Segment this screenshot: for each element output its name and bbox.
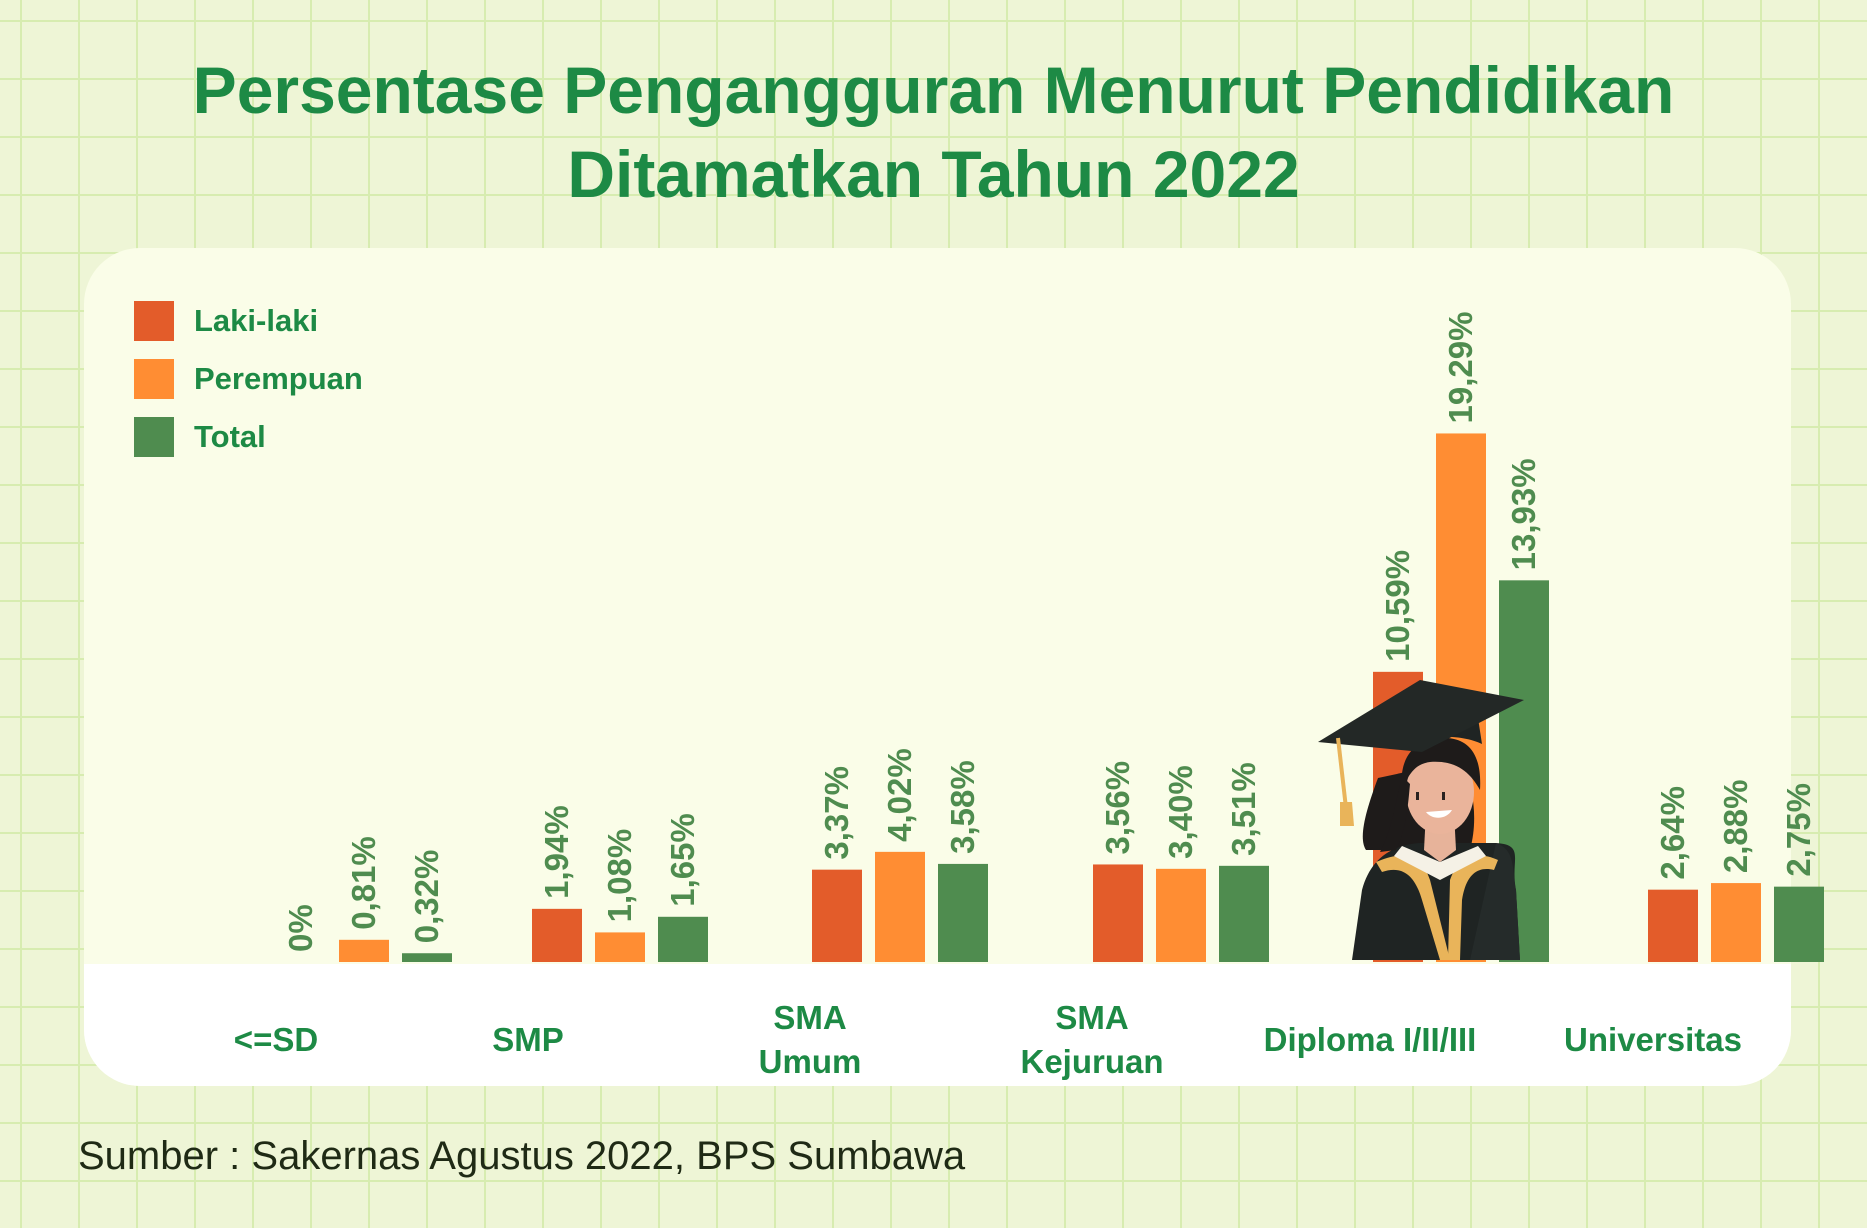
category-label-universitas-line1: Universitas	[1564, 1021, 1742, 1058]
legend-label-total: Total	[194, 419, 266, 454]
data-label-sma-umum-total: 3,58%	[944, 760, 981, 854]
bar-universitas-perempuan	[1711, 883, 1761, 962]
bar-sma-umum-laki-laki	[812, 869, 862, 962]
bar-smp-total	[658, 916, 708, 962]
chart-title-line1: Persentase Pengangguran Menurut Pendidik…	[192, 53, 1675, 127]
source-note: Sumber : Sakernas Agustus 2022, BPS Sumb…	[78, 1134, 966, 1178]
bar-sd-total	[402, 953, 452, 962]
legend-swatch-total	[134, 417, 174, 457]
data-label-diploma-laki-laki: 10,59%	[1379, 550, 1416, 662]
data-label-universitas-laki-laki: 2,64%	[1654, 786, 1691, 880]
category-label-sma-kejuruan-line2: Kejuruan	[1020, 1043, 1164, 1080]
data-label-sma-kejuruan-laki-laki: 3,56%	[1099, 761, 1136, 855]
data-label-smp-total: 1,65%	[664, 813, 701, 907]
legend-item-total: Total	[134, 408, 363, 466]
bar-sma-kejuruan-perempuan	[1156, 868, 1206, 962]
bar-sma-umum-total	[938, 863, 988, 962]
data-label-sma-umum-laki-laki: 3,37%	[818, 766, 855, 860]
category-label-smp-line1: SMP	[492, 1021, 564, 1058]
data-label-smp-laki-laki: 1,94%	[538, 805, 575, 899]
data-label-sd-total: 0,32%	[408, 850, 445, 944]
data-label-universitas-total: 2,75%	[1780, 783, 1817, 877]
category-label-universitas: Universitas	[1513, 990, 1793, 1090]
chart-title: Persentase Pengangguran Menurut Pendidik…	[0, 48, 1867, 216]
graduate-icon	[1318, 680, 1524, 960]
bar-universitas-total	[1774, 886, 1824, 962]
bar-smp-perempuan	[595, 932, 645, 962]
category-label-sma-umum-line1: SMA	[773, 999, 847, 1036]
bar-sd-perempuan	[339, 939, 389, 962]
category-label-sma-umum-line2: Umum	[758, 1043, 862, 1080]
category-label-diploma-line1: Diploma I/II/III	[1263, 1021, 1477, 1058]
bar-smp-laki-laki	[532, 908, 582, 962]
bar-sma-umum-perempuan	[875, 851, 925, 962]
category-label-sma-umum: SMA Umum	[670, 990, 950, 1090]
data-label-diploma-perempuan: 19,29%	[1442, 312, 1479, 424]
data-label-sma-umum-perempuan: 4,02%	[881, 748, 918, 842]
data-label-sma-kejuruan-perempuan: 3,40%	[1162, 765, 1199, 859]
category-label-smp: SMP	[388, 990, 668, 1090]
bar-sma-kejuruan-total	[1219, 865, 1269, 962]
data-label-sd-perempuan: 0,81%	[345, 836, 382, 930]
bars-layer: 0% 0,81% 0,32% 1,94% 1,08% 1,65% 3,37% 4,02% 3,5…	[282, 312, 1824, 963]
category-label-sd: <=SD	[136, 990, 416, 1090]
data-label-sma-kejuruan-total: 3,51%	[1225, 762, 1262, 856]
data-label-smp-perempuan: 1,08%	[601, 829, 638, 923]
legend-item-laki-laki: Laki-laki	[134, 292, 363, 350]
bar-sma-kejuruan-laki-laki	[1093, 864, 1143, 962]
chart-title-line2: Ditamatkan Tahun 2022	[567, 137, 1300, 211]
bar-universitas-laki-laki	[1648, 889, 1698, 962]
legend-swatch-laki-laki	[134, 301, 174, 341]
legend-swatch-perempuan	[134, 359, 174, 399]
category-label-sma-kejuruan: SMA Kejuruan	[952, 990, 1232, 1090]
data-label-diploma-total: 13,93%	[1505, 458, 1542, 570]
data-label-universitas-perempuan: 2,88%	[1717, 780, 1754, 874]
data-label-sd-laki-laki: 0%	[282, 904, 319, 952]
legend: Laki-laki Perempuan Total	[134, 292, 363, 466]
legend-label-laki-laki: Laki-laki	[194, 303, 319, 338]
category-band	[84, 964, 1791, 1086]
category-label-diploma: Diploma I/II/III	[1230, 990, 1510, 1090]
legend-item-perempuan: Perempuan	[134, 350, 363, 408]
category-label-sd-line1: <=SD	[233, 1021, 319, 1058]
category-label-sma-kejuruan-line1: SMA	[1055, 999, 1129, 1036]
legend-label-perempuan: Perempuan	[194, 361, 363, 396]
